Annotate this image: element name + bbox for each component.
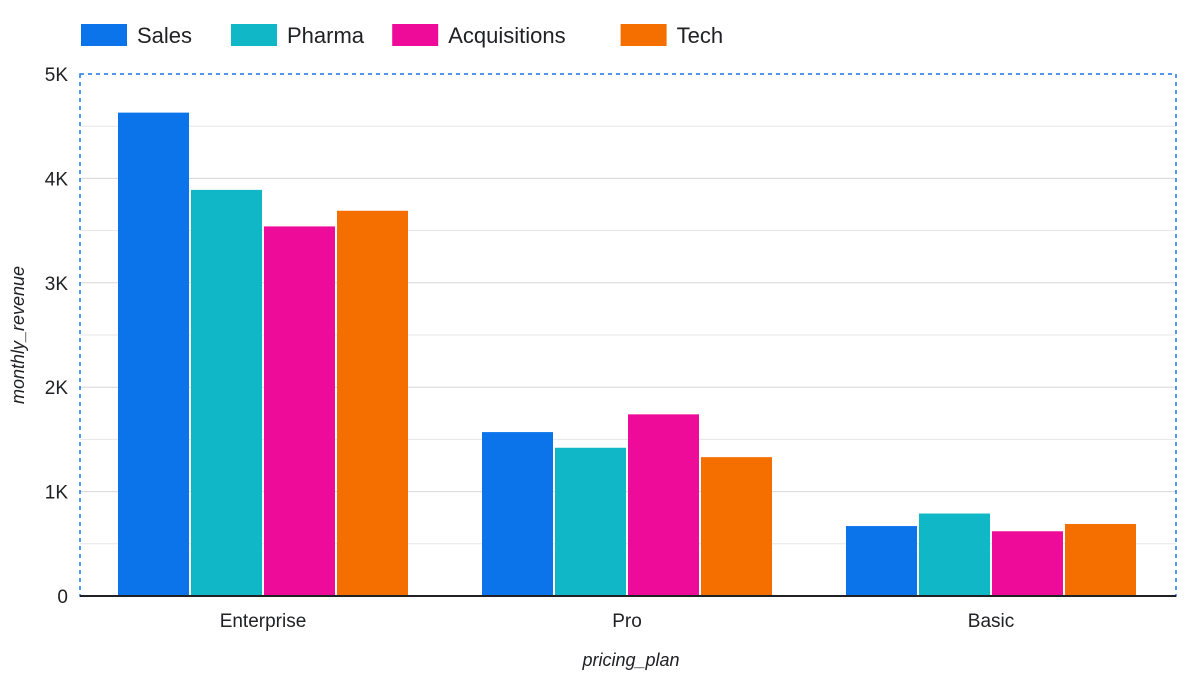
legend-label-sales: Sales	[137, 23, 192, 48]
bar-enterprise-pharma	[191, 189, 262, 596]
y-tick-label: 0	[57, 587, 68, 608]
bar-enterprise-tech	[337, 210, 408, 596]
bar-pro-tech	[701, 457, 772, 596]
bar-basic-tech	[1065, 523, 1136, 596]
bar-enterprise-acquisitions	[264, 226, 335, 596]
legend-swatch-sales	[81, 24, 127, 46]
x-category-label: Enterprise	[220, 611, 307, 632]
y-tick-label: 5K	[45, 65, 69, 86]
x-axis-title: pricing_plan	[581, 650, 679, 670]
x-axis-categories: Enterprise Pro Basic	[220, 611, 1015, 632]
y-tick-label: 2K	[45, 378, 69, 399]
bar-basic-sales	[846, 526, 917, 596]
bar-basic-pharma	[919, 513, 990, 596]
y-tick-label: 3K	[45, 274, 69, 295]
legend-swatch-acquisitions	[392, 24, 439, 46]
bar-basic-acquisitions	[992, 531, 1063, 596]
chart-legend: Sales Pharma Acquisitions Tech	[81, 23, 723, 48]
y-axis-ticks: 0 1K 2K 3K 4K 5K	[45, 65, 69, 608]
legend-label-acquisitions: Acquisitions	[448, 23, 565, 48]
bar-enterprise-sales	[118, 112, 189, 597]
y-tick-label: 1K	[45, 483, 69, 504]
bar-pro-acquisitions	[628, 414, 699, 596]
x-category-label: Pro	[612, 611, 642, 632]
bar-pro-pharma	[555, 447, 626, 596]
legend-label-tech: Tech	[677, 23, 723, 48]
bar-pro-sales	[482, 432, 553, 596]
plot-area-frame	[79, 73, 1177, 597]
legend-swatch-pharma	[231, 24, 277, 46]
legend-swatch-tech	[620, 24, 667, 46]
y-tick-label: 4K	[45, 169, 69, 190]
legend-label-pharma: Pharma	[287, 23, 365, 48]
y-axis-title: monthly_revenue	[8, 266, 28, 404]
bars-layer	[118, 112, 1136, 597]
x-category-label: Basic	[968, 611, 1014, 632]
